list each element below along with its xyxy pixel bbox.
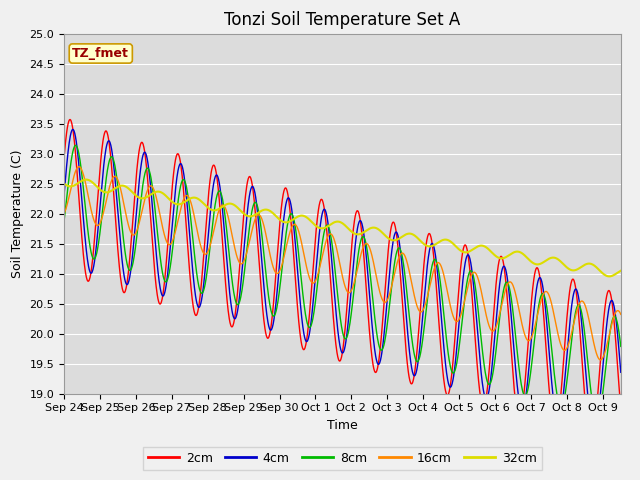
16cm [126,228,134,233]
4cm [318,211,326,217]
Line: 2cm: 2cm [64,120,621,441]
16cm [308,280,316,286]
8cm [104,167,111,173]
4cm [104,140,111,145]
8cm [308,319,316,325]
4cm [617,370,625,375]
2cm [126,251,134,257]
16cm [318,254,326,260]
2cm [104,131,111,137]
8cm [72,143,79,148]
2cm [60,156,68,161]
4cm [308,310,316,315]
Title: Tonzi Soil Temperature Set A: Tonzi Soil Temperature Set A [224,11,461,29]
Line: 16cm: 16cm [64,167,621,360]
32cm [308,219,316,225]
16cm [617,312,625,317]
Legend: 2cm, 4cm, 8cm, 16cm, 32cm: 2cm, 4cm, 8cm, 16cm, 32cm [143,447,541,469]
16cm [75,164,83,169]
16cm [596,357,604,363]
2cm [378,335,385,341]
16cm [104,192,111,198]
Text: TZ_fmet: TZ_fmet [72,47,129,60]
8cm [126,267,134,273]
Line: 4cm: 4cm [64,130,621,433]
32cm [378,229,385,235]
32cm [617,268,625,274]
8cm [60,218,68,224]
8cm [297,270,305,276]
32cm [318,226,326,231]
X-axis label: Time: Time [327,419,358,432]
2cm [297,335,305,341]
32cm [605,274,613,279]
4cm [590,430,598,436]
16cm [297,236,305,241]
4cm [297,303,305,309]
32cm [60,180,68,186]
4cm [378,354,385,360]
8cm [593,416,601,421]
2cm [588,438,595,444]
2cm [308,278,316,284]
Y-axis label: Soil Temperature (C): Soil Temperature (C) [11,149,24,278]
Line: 8cm: 8cm [64,145,621,419]
8cm [617,344,625,349]
16cm [60,211,68,216]
4cm [60,192,68,198]
16cm [378,294,385,300]
2cm [617,407,625,413]
32cm [104,190,111,195]
32cm [297,213,305,218]
8cm [318,241,326,247]
32cm [126,187,134,193]
Line: 32cm: 32cm [64,180,621,276]
2cm [318,197,326,203]
4cm [69,127,77,132]
32cm [83,177,90,182]
8cm [378,348,385,353]
2cm [66,117,74,122]
4cm [126,272,134,277]
